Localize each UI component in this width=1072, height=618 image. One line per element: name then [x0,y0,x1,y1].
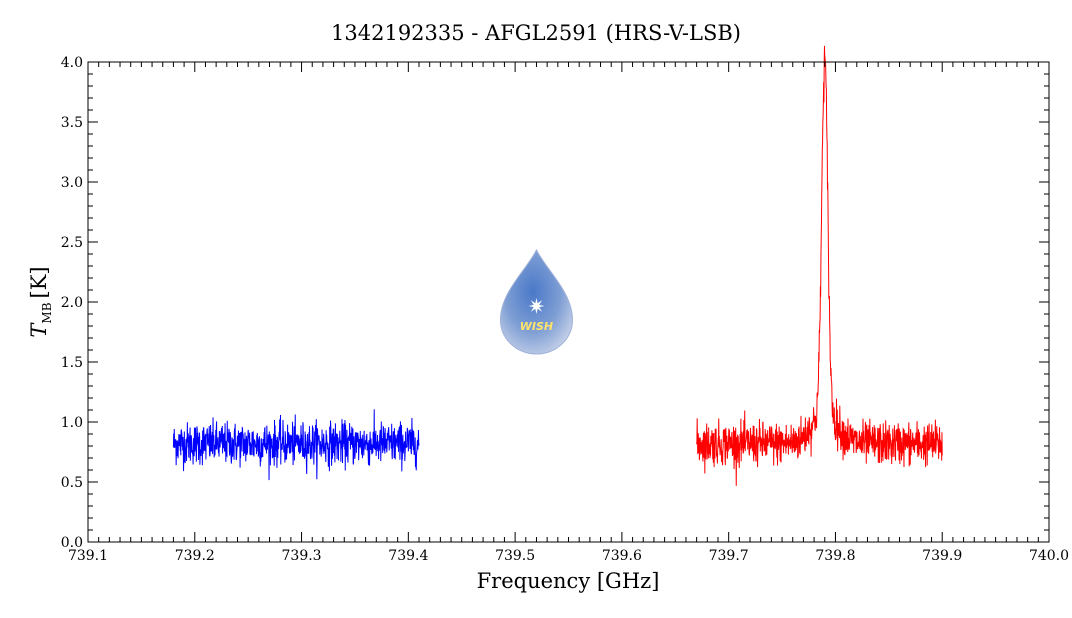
y-tick-label: 2.5 [61,235,83,251]
x-tick-label: 739.3 [282,548,322,564]
y-tick-label: 1.5 [61,355,83,371]
y-tick-label: 4.0 [61,55,83,71]
x-axis-label: Frequency [GHz] [477,569,660,593]
x-tick-label: 739.7 [709,548,749,564]
wish-logo: WISH [499,248,573,355]
y-tick-label: 2.0 [61,295,83,311]
x-tick-label: 739.4 [388,548,428,564]
y-axis-label-unit: [K] [27,266,51,298]
x-tick-label: 739.1 [68,548,108,564]
x-tick-label: 739.2 [175,548,215,564]
x-tick-label: 739.6 [602,548,642,564]
x-tick-label: 739.5 [495,548,535,564]
y-tick-label: 0.5 [61,475,83,491]
y-tick-label: 0.0 [61,535,83,551]
star-icon [528,298,545,314]
x-tick-label: 739.8 [815,548,855,564]
y-tick-label: 3.5 [61,115,83,131]
y-axis-label-main: T [27,322,51,338]
x-tick-label: 739.9 [922,548,962,564]
x-tick-label: 740.0 [1029,548,1069,564]
svg-text:TMB[K]: TMB [K] [27,266,54,337]
y-axis-label-sub: MB [40,302,54,323]
y-axis-label: TMB [K] [27,266,54,337]
logo-text: WISH [520,320,553,333]
chart-title: 1342192335 - AFGL2591 (HRS-V-LSB) [331,21,741,45]
y-tick-label: 1.0 [61,415,83,431]
spectrum-series-1 [696,45,943,486]
y-tick-label: 3.0 [61,175,83,191]
series-layer [172,45,943,486]
spectrum-series-0 [172,409,420,481]
ticks-layer: 739.1 739.2 739.3 739.4 739.5 739.6 739.7 739.8… [61,55,1069,564]
plot-area: 739.1 739.2 739.3 739.4 739.5 739.6 739.7 739.8… [61,45,1069,564]
